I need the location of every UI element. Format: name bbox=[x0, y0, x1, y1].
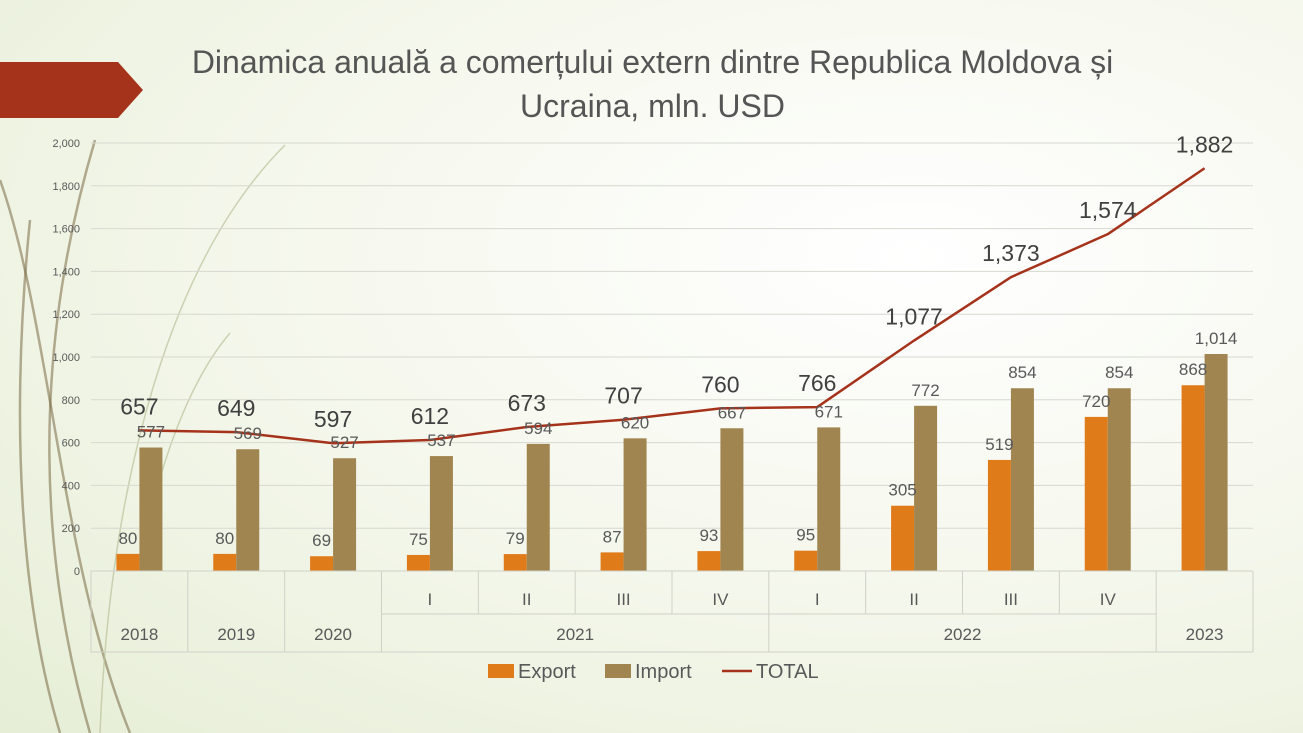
x-group-label: 2020 bbox=[314, 625, 352, 644]
total-line bbox=[139, 167, 1206, 445]
import-bar bbox=[1204, 354, 1228, 571]
decorative-swoosh-4 bbox=[99, 144, 286, 733]
import-data-label: 569 bbox=[234, 424, 262, 443]
import-data-label: 537 bbox=[427, 431, 455, 450]
import-data-label: 671 bbox=[815, 402, 843, 421]
page-title: Dinamica anuală a comerțului extern dint… bbox=[191, 44, 1114, 124]
export-data-label: 93 bbox=[699, 526, 718, 545]
import-bar bbox=[1010, 388, 1034, 571]
import-data-label: 772 bbox=[911, 381, 939, 400]
import-data-label: 620 bbox=[621, 413, 649, 432]
import-data-label: 577 bbox=[137, 423, 165, 442]
y-tick-label: 1,800 bbox=[52, 181, 80, 193]
y-tick-label: 1,600 bbox=[52, 224, 80, 236]
export-data-label: 80 bbox=[215, 529, 234, 548]
decorative-swoosh-3 bbox=[18, 219, 62, 733]
total-data-label: 1,077 bbox=[885, 304, 943, 330]
x-tick-label: II bbox=[909, 590, 918, 609]
y-tick-label: 2,000 bbox=[52, 138, 80, 150]
import-bar bbox=[526, 443, 550, 571]
import-bar bbox=[139, 447, 163, 571]
import-bar bbox=[817, 427, 841, 571]
export-bar bbox=[1181, 385, 1205, 571]
import-data-label: 1,014 bbox=[1195, 329, 1238, 348]
total-data-label: 649 bbox=[217, 395, 255, 421]
x-tick-label: IV bbox=[1100, 590, 1117, 609]
decorative-swoosh-1 bbox=[48, 139, 97, 733]
x-tick-label: IV bbox=[712, 590, 729, 609]
export-bar bbox=[116, 553, 140, 571]
export-bar bbox=[503, 554, 527, 571]
x-tick-label: II bbox=[522, 590, 531, 609]
x-tick-label: I bbox=[815, 590, 820, 609]
export-data-label: 305 bbox=[888, 481, 916, 500]
import-data-label: 854 bbox=[1105, 363, 1133, 382]
export-data-label: 868 bbox=[1179, 360, 1207, 379]
y-tick-label: 400 bbox=[62, 480, 80, 492]
import-data-label: 667 bbox=[718, 403, 746, 422]
export-bar bbox=[697, 551, 721, 571]
total-data-label: 673 bbox=[508, 390, 546, 416]
export-data-label: 79 bbox=[506, 529, 525, 548]
x-tick-label: I bbox=[428, 590, 433, 609]
export-data-label: 87 bbox=[603, 527, 622, 546]
import-data-label: 594 bbox=[524, 419, 552, 438]
export-bar bbox=[213, 553, 237, 571]
export-data-label: 95 bbox=[796, 526, 815, 545]
x-group-label: 2019 bbox=[217, 625, 255, 644]
legend-export-swatch bbox=[488, 664, 514, 678]
export-data-label: 720 bbox=[1082, 392, 1110, 411]
total-data-label: 707 bbox=[604, 383, 642, 409]
export-bar bbox=[406, 554, 430, 571]
total-data-label: 597 bbox=[314, 406, 352, 432]
export-bar bbox=[1084, 416, 1108, 571]
y-tick-label: 1,400 bbox=[52, 266, 80, 278]
export-data-label: 75 bbox=[409, 530, 428, 549]
legend-import-swatch bbox=[605, 664, 631, 678]
export-bar bbox=[987, 459, 1011, 571]
total-data-label: 612 bbox=[411, 403, 449, 429]
accent-arrow-shape bbox=[0, 62, 143, 118]
legend-import-label: Import bbox=[635, 661, 692, 683]
import-data-label: 527 bbox=[330, 433, 358, 452]
x-group-label: 2018 bbox=[121, 625, 159, 644]
import-bar bbox=[333, 458, 357, 571]
export-data-label: 519 bbox=[985, 435, 1013, 454]
y-tick-label: 1,200 bbox=[52, 309, 80, 321]
export-bar bbox=[600, 552, 624, 571]
legend-total-label: TOTAL bbox=[756, 661, 819, 683]
y-tick-label: 1,000 bbox=[52, 352, 80, 364]
export-bar bbox=[891, 505, 915, 571]
y-tick-label: 200 bbox=[62, 523, 80, 535]
y-tick-label: 800 bbox=[62, 395, 80, 407]
x-group-label: 2022 bbox=[944, 625, 982, 644]
x-tick-label: III bbox=[616, 590, 630, 609]
total-data-label: 760 bbox=[701, 371, 739, 397]
x-group-label: 2023 bbox=[1186, 625, 1224, 644]
x-tick-label: III bbox=[1004, 590, 1018, 609]
x-group-label: 2021 bbox=[556, 625, 594, 644]
import-bar bbox=[623, 438, 647, 571]
import-bar bbox=[1107, 388, 1131, 571]
total-data-label: 766 bbox=[798, 370, 836, 396]
y-tick-label: 600 bbox=[62, 438, 80, 450]
y-tick-label: 0 bbox=[74, 566, 80, 578]
import-bar bbox=[236, 449, 260, 571]
total-data-label: 1,882 bbox=[1176, 131, 1234, 157]
import-bar bbox=[720, 428, 744, 571]
import-data-label: 854 bbox=[1008, 363, 1036, 382]
export-bar bbox=[310, 556, 334, 571]
export-bar bbox=[794, 550, 818, 571]
total-data-label: 1,373 bbox=[982, 240, 1040, 266]
import-bar bbox=[429, 456, 453, 571]
total-data-label: 657 bbox=[120, 393, 158, 419]
legend-export-label: Export bbox=[518, 661, 576, 683]
import-bar bbox=[914, 405, 938, 571]
export-data-label: 69 bbox=[312, 531, 331, 550]
export-data-label: 80 bbox=[118, 529, 137, 548]
total-data-label: 1,574 bbox=[1079, 197, 1137, 223]
